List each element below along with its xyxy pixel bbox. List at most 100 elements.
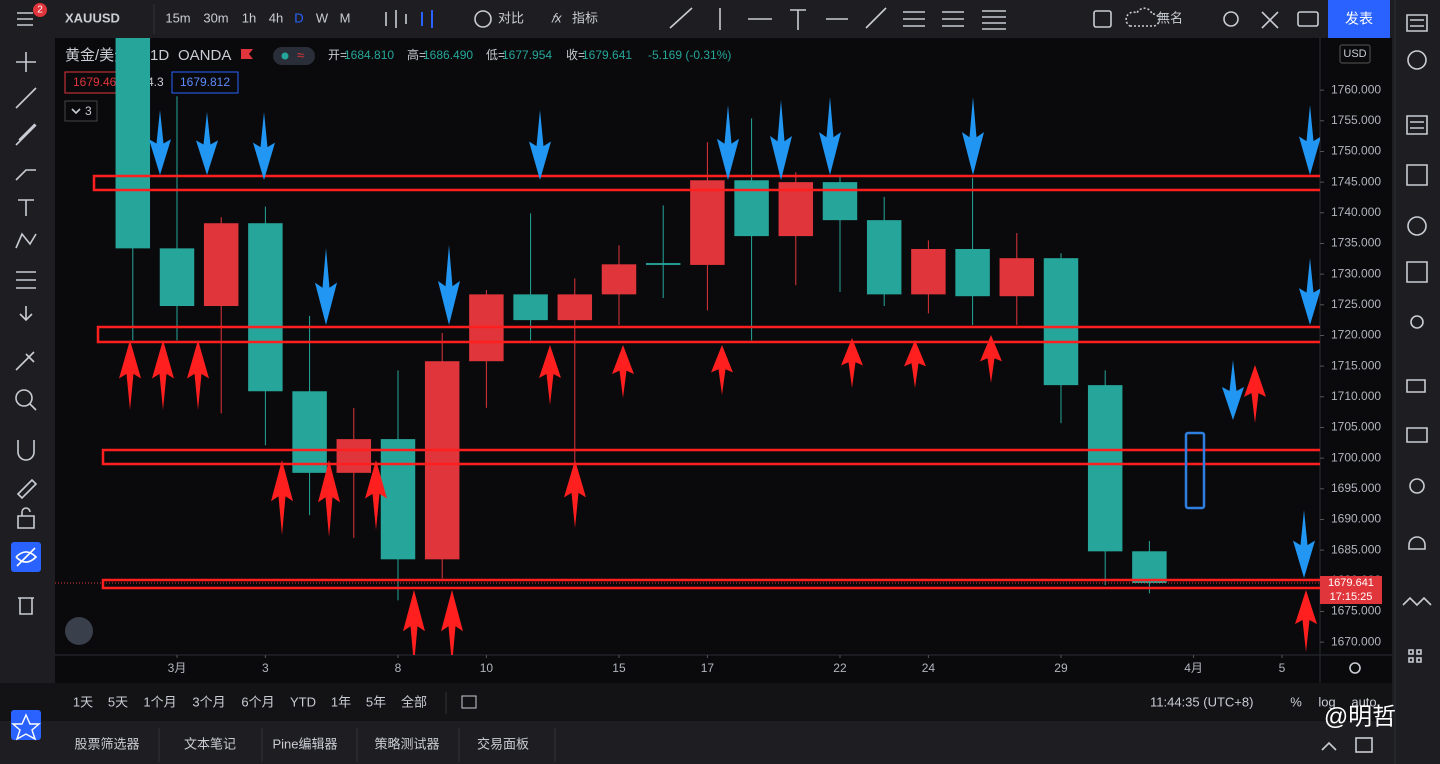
arrow-drawing (962, 97, 984, 175)
currency: USD (1343, 48, 1366, 60)
candle-body (1087, 385, 1123, 552)
bid: 1679.469 (73, 75, 123, 89)
y-tick-label: 1705.000 (1331, 420, 1381, 434)
range-btn[interactable]: YTD (290, 694, 316, 709)
maximize[interactable] (1355, 737, 1373, 753)
tools[interactable] (15, 87, 38, 615)
menu[interactable] (17, 12, 33, 26)
arrow-drawing (1244, 365, 1266, 423)
publish[interactable]: 发表 (1345, 11, 1373, 27)
watermark: @明哲 (1324, 703, 1396, 730)
snapshot[interactable] (1297, 11, 1319, 27)
arrow-drawing (1299, 105, 1320, 175)
sidebar-tools[interactable] (1402, 14, 1432, 663)
interval-btn[interactable]: D (294, 10, 303, 25)
settings[interactable] (1223, 11, 1239, 27)
indicators[interactable]: 指标 (572, 10, 598, 25)
cross[interactable] (16, 52, 36, 72)
x-tick-label: 3 (262, 661, 269, 675)
panel-tab[interactable]: 文本笔记 (184, 736, 236, 751)
ask: 1679.812 (180, 75, 230, 89)
symbol[interactable]: XAUUSD (65, 10, 120, 25)
compare[interactable]: 对比 (498, 10, 524, 25)
x-tick-label: 15 (612, 661, 626, 675)
price-label: 1679.641 (1328, 577, 1374, 589)
arrow-drawing (612, 345, 634, 398)
right-sidebar (1392, 0, 1440, 764)
candle-body (690, 180, 725, 265)
interval-btn[interactable]: W (316, 10, 329, 25)
range-btn[interactable]: 1个月 (143, 694, 176, 709)
chevron (71, 108, 81, 115)
y-tick-label: 1685.000 (1331, 542, 1381, 556)
arrow-drawing (980, 335, 1002, 383)
arrow-drawing (403, 590, 425, 655)
candle-body (955, 248, 990, 297)
range-btn[interactable]: 5天 (108, 694, 128, 709)
interval-btn[interactable]: 1h (242, 10, 256, 25)
fullscreen[interactable] (1261, 11, 1279, 29)
y-tick-label: 1750.000 (1331, 144, 1381, 158)
arrow-drawing (770, 100, 792, 180)
y-tick-label: 1760.000 (1331, 82, 1381, 96)
symbol-name: 黄金/美元 (65, 47, 129, 64)
y-tick-label: 1755.000 (1331, 113, 1381, 127)
range-btn[interactable]: 1年 (331, 694, 351, 709)
ask-box (171, 71, 239, 94)
range-btn[interactable]: 1天 (73, 694, 93, 709)
interval-btn[interactable]: M (340, 10, 351, 25)
arrow-drawing (271, 460, 293, 535)
x-tick-label: 22 (833, 661, 847, 675)
arrow-drawing (253, 112, 275, 180)
drawing-tools[interactable] (669, 7, 1006, 30)
panel-tab[interactable]: Pine编辑器 (272, 736, 337, 751)
layout-name[interactable]: 無名 (1157, 10, 1183, 25)
scale-btn[interactable]: auto (1351, 694, 1376, 709)
arrow-drawing (1222, 360, 1244, 420)
candle-body (734, 180, 769, 237)
arrow-drawing (1293, 510, 1315, 578)
star (11, 713, 41, 741)
box-drawing (1184, 431, 1206, 510)
range-btn[interactable]: 全部 (401, 694, 427, 709)
publish-btn[interactable] (1328, 0, 1390, 38)
arrow-drawing (841, 338, 863, 388)
interval-btn[interactable]: 30m (203, 10, 228, 25)
layout-icon[interactable] (1093, 10, 1112, 28)
panel-tab[interactable]: 交易面板 (477, 736, 529, 751)
chevron[interactable] (1321, 741, 1337, 751)
arrow-drawing (318, 460, 340, 537)
candle-body (159, 248, 195, 307)
axis-settings[interactable] (1349, 662, 1361, 674)
panel-tab[interactable]: 股票筛选器 (74, 736, 139, 751)
range-btn[interactable]: 3个月 (192, 694, 225, 709)
goto-date[interactable] (461, 695, 477, 709)
legend-close: 1679.641 (582, 48, 632, 62)
indicator-toggle[interactable] (64, 100, 98, 122)
candle-body (1132, 551, 1167, 583)
range-btn[interactable]: 6个月 (241, 694, 274, 709)
arrow-drawing (564, 460, 586, 528)
y-tick-label: 1720.000 (1331, 328, 1381, 342)
arrow-drawing (196, 112, 218, 175)
range-bar (0, 683, 1392, 721)
scale-btn[interactable]: % (1290, 694, 1302, 709)
interval-btn[interactable]: 4h (269, 10, 283, 25)
compare-icon[interactable] (474, 10, 492, 28)
chart-type[interactable] (385, 10, 407, 28)
legend-high: 1686.490 (423, 48, 473, 62)
scale-btn[interactable]: log (1318, 694, 1335, 709)
arrow-drawing (1295, 590, 1317, 652)
panel-tab[interactable]: 策略测试器 (374, 736, 439, 751)
chart-type[interactable] (421, 10, 433, 28)
candle-body (424, 361, 460, 560)
indicator-count[interactable]: 3 (85, 104, 92, 118)
interval-btn[interactable]: 15m (165, 10, 190, 25)
candle-body (999, 258, 1035, 297)
candle-body (866, 220, 902, 295)
interval: 1D (150, 47, 169, 64)
x-tick-label: 10 (480, 661, 494, 675)
arrow-drawing (119, 340, 141, 410)
range-btn[interactable]: 5年 (366, 694, 386, 709)
